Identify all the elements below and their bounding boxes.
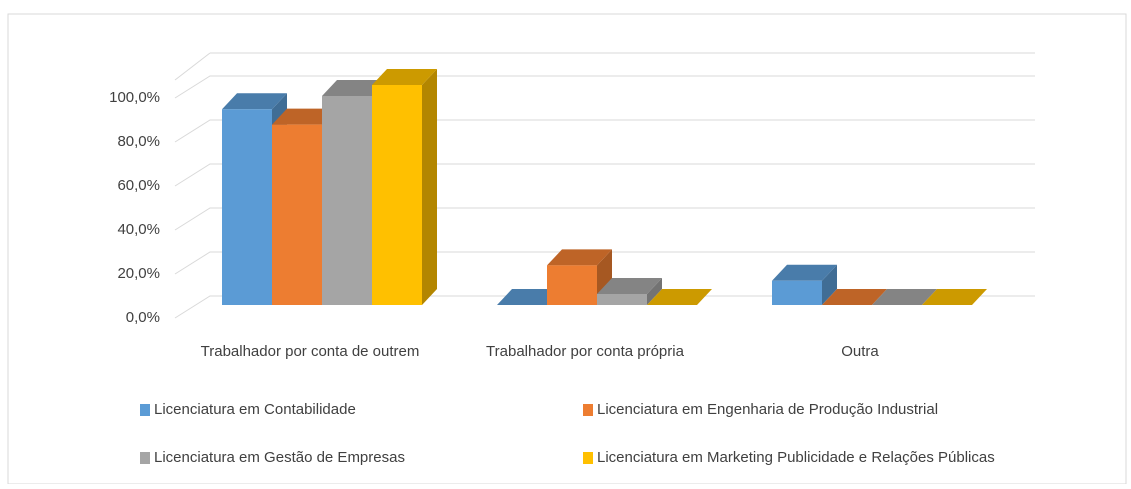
y-tick-label: 60,0% bbox=[117, 177, 160, 194]
grid-line bbox=[174, 251, 1035, 275]
legend-label: Licenciatura em Contabilidade bbox=[154, 401, 356, 418]
legend-swatch bbox=[140, 404, 150, 416]
plot-top-side bbox=[174, 52, 211, 81]
bar-front bbox=[222, 109, 272, 305]
grid-line bbox=[174, 163, 1035, 187]
grid-line bbox=[174, 119, 1035, 143]
bar-front bbox=[597, 294, 647, 305]
bar-top bbox=[647, 289, 712, 305]
bar-front bbox=[547, 265, 597, 305]
bar bbox=[872, 289, 937, 305]
bar-top bbox=[772, 264, 837, 281]
y-tick-label: 40,0% bbox=[117, 221, 160, 238]
bar bbox=[922, 289, 987, 305]
bar-front bbox=[372, 85, 422, 305]
legend-label: Licenciatura em Gestão de Empresas bbox=[154, 449, 405, 466]
bar-front bbox=[322, 96, 372, 305]
bar-front bbox=[272, 124, 322, 305]
grid-line bbox=[174, 75, 1035, 99]
legend-label: Licenciatura em Marketing Publicidade e … bbox=[597, 449, 995, 466]
bar-top bbox=[222, 93, 287, 110]
bar-top bbox=[497, 289, 562, 305]
legend-swatch bbox=[140, 452, 150, 464]
bar-top bbox=[822, 289, 887, 305]
bar-side bbox=[647, 278, 662, 305]
grid-line bbox=[174, 295, 1035, 319]
bar-top bbox=[597, 278, 662, 294]
bar bbox=[822, 289, 887, 305]
bar-top bbox=[372, 69, 437, 85]
chart-border bbox=[7, 13, 1127, 485]
x-tick-label: Trabalhador por conta de outrem bbox=[201, 343, 420, 360]
bar bbox=[497, 289, 562, 305]
y-tick-label: 80,0% bbox=[117, 133, 160, 150]
bar bbox=[597, 278, 662, 305]
bar-front bbox=[772, 280, 822, 305]
y-tick-label: 20,0% bbox=[117, 265, 160, 282]
bar-side bbox=[822, 264, 837, 305]
bar-top bbox=[322, 80, 387, 96]
legend-label: Licenciatura em Engenharia de Produção I… bbox=[597, 401, 938, 418]
x-tick-label: Outra bbox=[841, 343, 879, 360]
x-tick-label: Trabalhador por conta própria bbox=[486, 343, 685, 360]
bar bbox=[372, 69, 437, 305]
y-tick-label: 0,0% bbox=[126, 309, 160, 326]
bar-side bbox=[422, 69, 437, 305]
bar-top bbox=[922, 289, 987, 305]
legend-swatch bbox=[583, 452, 593, 464]
grid-line bbox=[174, 207, 1035, 231]
bar-top bbox=[872, 289, 937, 305]
y-tick-label: 100,0% bbox=[109, 89, 160, 106]
legend-swatch bbox=[583, 404, 593, 416]
bar bbox=[772, 264, 837, 305]
bar-top bbox=[547, 249, 612, 266]
bar-top bbox=[272, 108, 337, 125]
bar bbox=[647, 289, 712, 305]
